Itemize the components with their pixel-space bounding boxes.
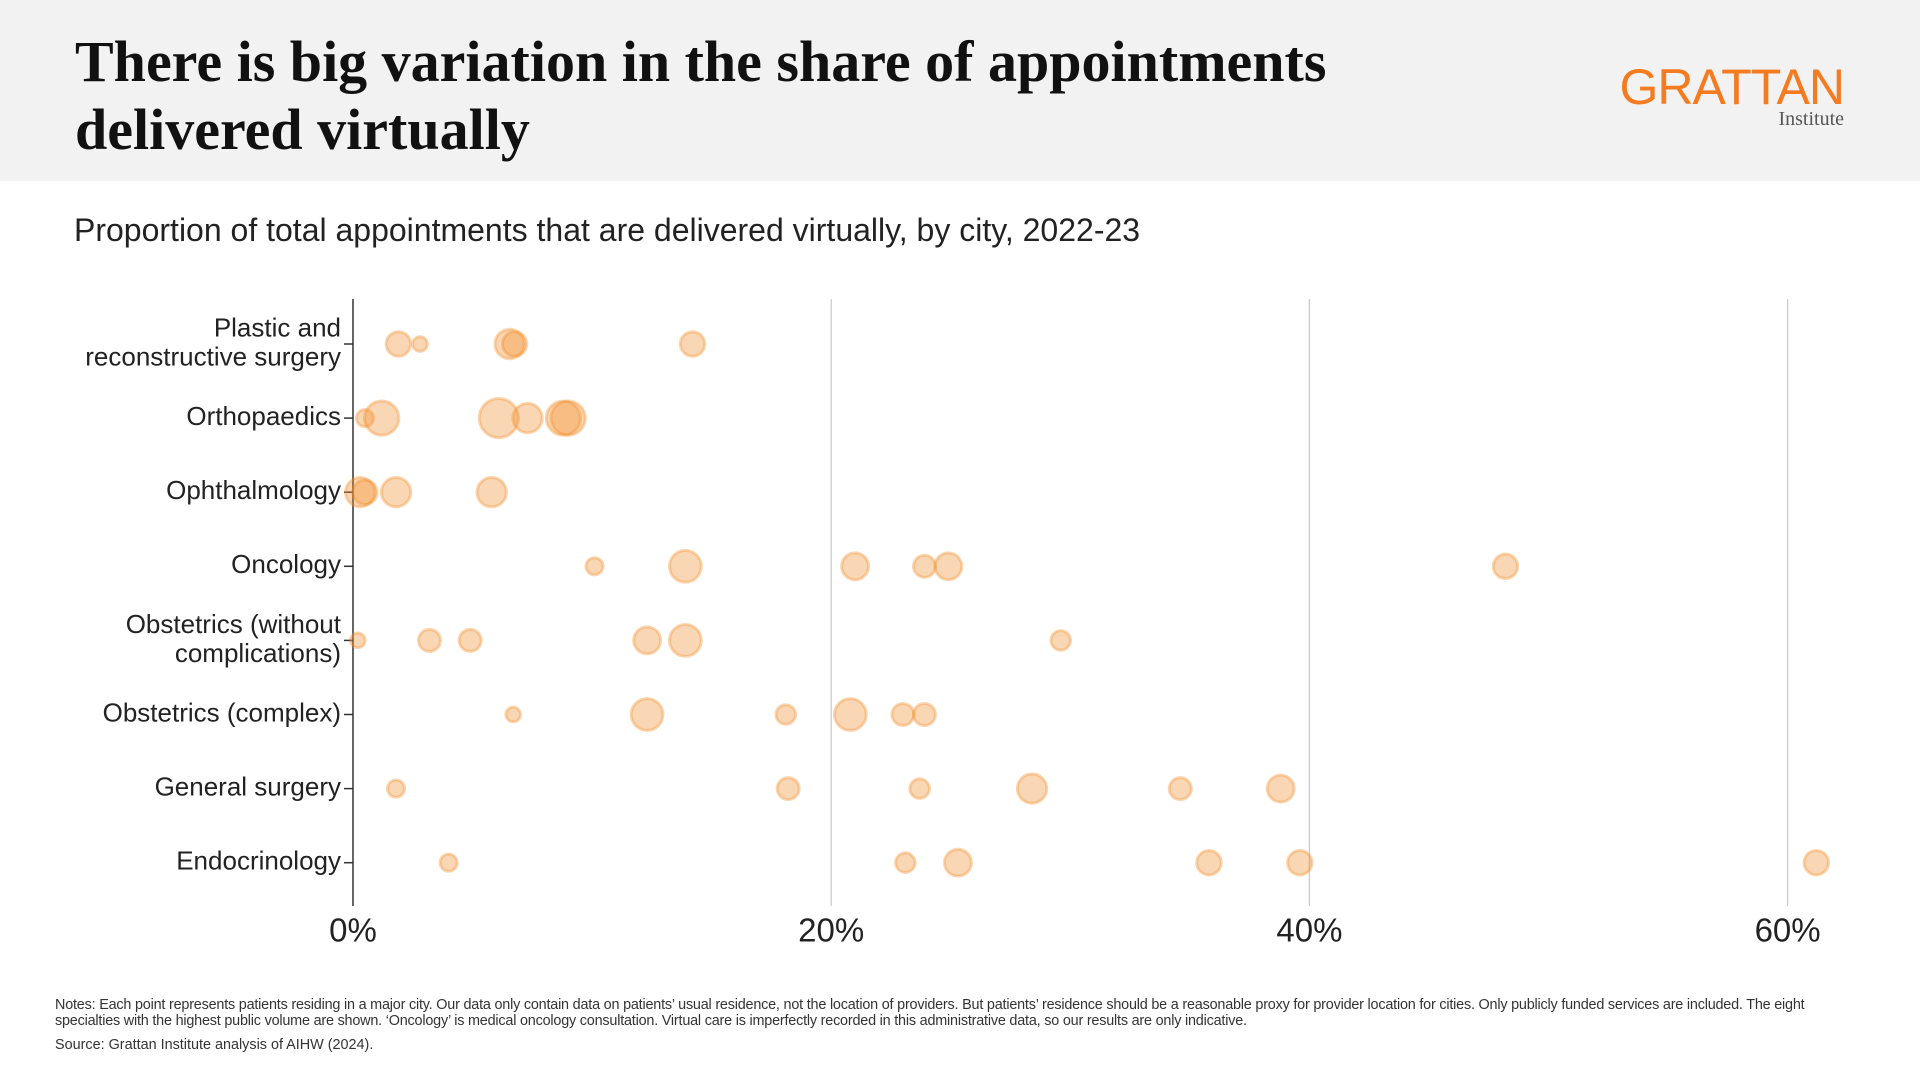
x-tick-label: 20%: [798, 912, 864, 949]
bubble: [1491, 552, 1520, 581]
title-line: There is big variation in the share of a…: [75, 29, 1327, 94]
x-tick-label: 40%: [1276, 912, 1342, 949]
bubble: [840, 551, 871, 582]
bubble: [354, 408, 376, 429]
bubble: [775, 776, 801, 802]
bubble: [549, 399, 587, 437]
bubble: [890, 701, 916, 728]
bubble: [493, 327, 526, 361]
bubble: [1195, 848, 1223, 877]
bubble: [629, 697, 665, 732]
y-tick-label: reconstructive surgery: [85, 341, 341, 371]
bubble: [1167, 776, 1193, 802]
x-tick-label: 60%: [1755, 912, 1821, 949]
bubble: [477, 397, 520, 440]
bubble: [351, 478, 379, 506]
subtitle: Proportion of total appointments that ar…: [74, 212, 1141, 248]
y-tick-label: Orthopaedics: [186, 401, 341, 431]
bubble: [457, 627, 483, 653]
y-tick-label: Endocrinology: [176, 846, 341, 876]
bubble: [933, 551, 964, 582]
bubble: [363, 399, 401, 437]
bubble: [379, 476, 413, 509]
y-tick-label: Obstetrics (without: [126, 609, 342, 639]
bubble: [504, 705, 523, 724]
bubble: [500, 330, 529, 358]
logo-sub: Institute: [1778, 108, 1844, 130]
bubble: [774, 703, 798, 726]
y-tick-label: Plastic and: [214, 312, 341, 342]
bubble: [584, 556, 605, 577]
bubble: [667, 548, 703, 584]
bubble: [911, 553, 937, 579]
logo: GRATTAN Institute: [1619, 59, 1845, 131]
bubble: [438, 852, 459, 873]
bubble: [384, 330, 413, 358]
bubble: [678, 330, 707, 358]
bubble: [1015, 772, 1049, 805]
title-line: delivered virtually: [75, 97, 530, 162]
logo-name: GRATTAN: [1619, 59, 1845, 115]
bubble: [475, 476, 508, 509]
bubble: [1802, 848, 1831, 877]
bubble: [348, 631, 367, 650]
bubble: [908, 777, 931, 800]
bubble: [1265, 773, 1296, 804]
y-tick-label: Oncology: [231, 549, 341, 579]
bubble: [832, 697, 868, 732]
bubble: [632, 625, 663, 656]
bubble: [544, 399, 583, 437]
bubble: [1049, 629, 1073, 652]
bubble: [667, 622, 703, 658]
header: There is big variation in the share of a…: [0, 0, 1920, 181]
y-tick-label: General surgery: [155, 771, 341, 801]
y-tick-label: complications): [175, 638, 341, 668]
notes: Notes: Each point represents patients re…: [55, 997, 1805, 1029]
bubble: [385, 778, 407, 799]
bubble: [894, 851, 917, 874]
y-tick-label: Obstetrics (complex): [103, 697, 341, 727]
bubble: [911, 701, 937, 728]
x-tick-label: 0%: [329, 912, 377, 949]
bubble: [942, 847, 973, 878]
bubble: [511, 401, 544, 435]
bubble: [411, 335, 429, 353]
bubble: [343, 476, 377, 509]
bubble: [1286, 848, 1314, 877]
y-tick-label: Ophthalmology: [166, 475, 341, 505]
source: Source: Grattan Institute analysis of AI…: [55, 1037, 374, 1053]
bubble: [416, 627, 443, 653]
